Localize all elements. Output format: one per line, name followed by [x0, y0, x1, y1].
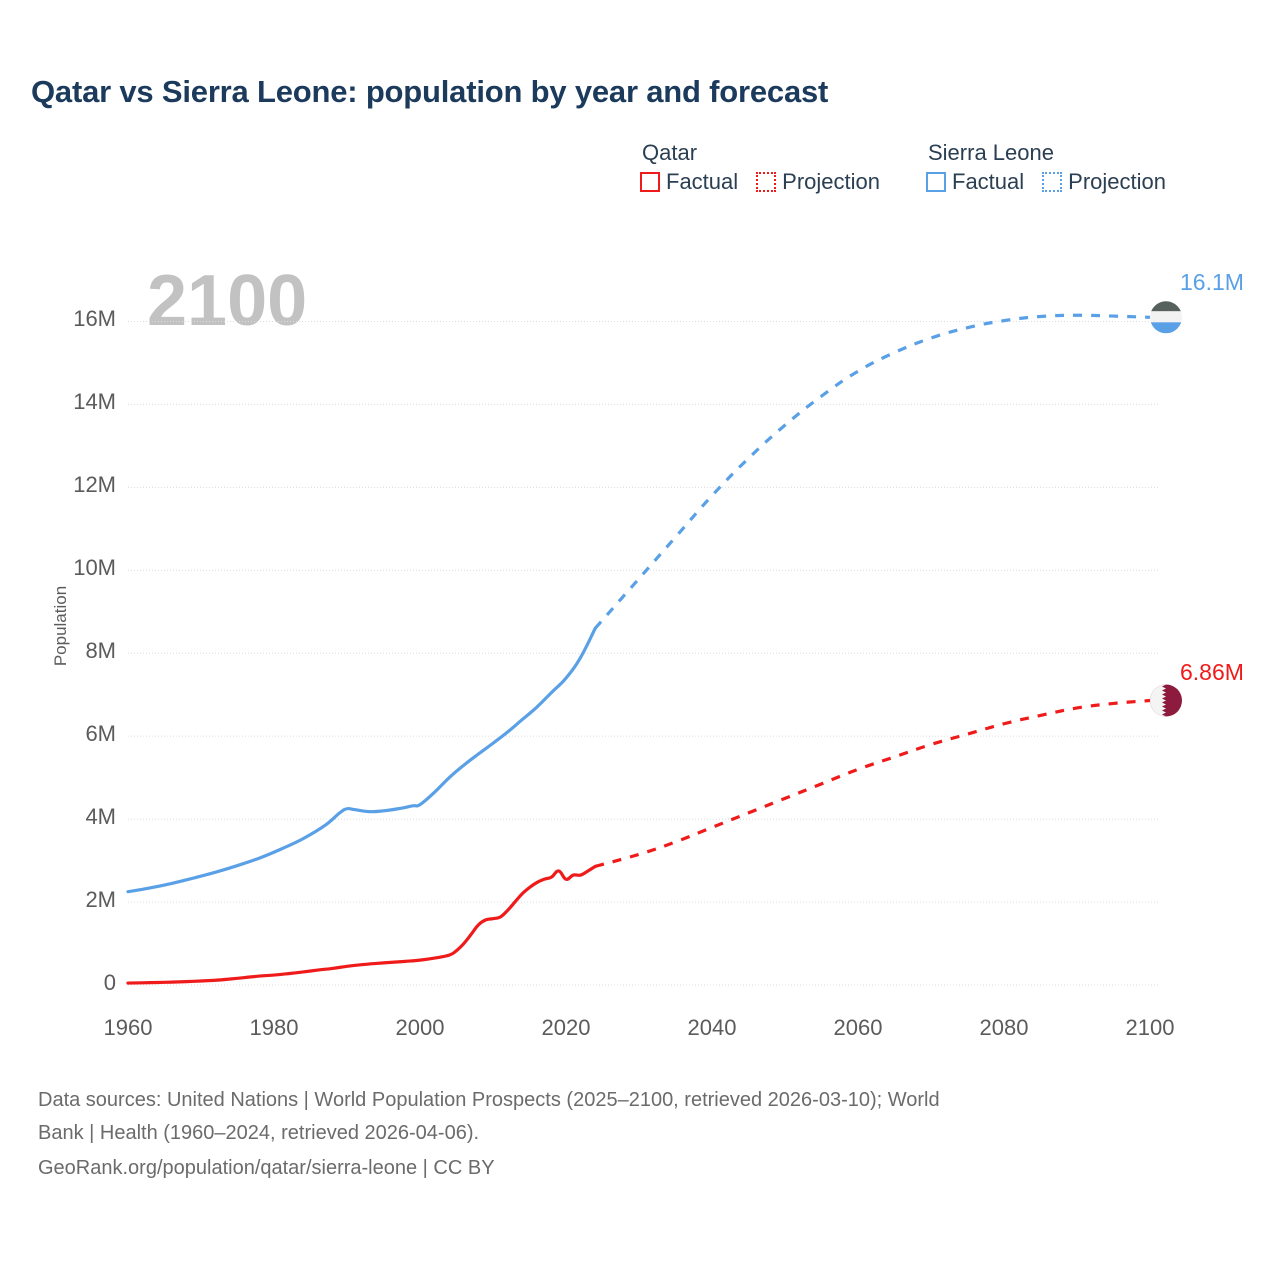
x-axis-tick-label: 2000 [395, 1015, 445, 1040]
footer-line-1: Data sources: United Nations | World Pop… [38, 1089, 940, 1111]
legend-label-qatar-projection: Projection [782, 169, 880, 194]
legend-item-sierra-leone-projection[interactable]: Projection [1042, 171, 1166, 193]
y-axis-tick-label: 6M [85, 721, 116, 747]
legend-swatch-solid-blue-icon [926, 172, 946, 192]
year-watermark: 2100 [147, 261, 308, 341]
legend-swatch-dotted-red-icon [756, 172, 777, 192]
series-line-projection-sierra-leone [593, 313, 1151, 630]
x-axis-tick-label: 2020 [541, 1015, 591, 1040]
y-axis-tick-label: 8M [85, 638, 116, 664]
x-axis-tick-label: 2060 [833, 1015, 883, 1040]
x-axis-tick-label: 1960 [103, 1015, 153, 1040]
legend-items-sierra-leone: Factual Projection [926, 171, 1166, 193]
legend-swatch-solid-red-icon [640, 172, 660, 192]
legend-group-title-sierra-leone: Sierra Leone [928, 140, 1054, 165]
y-axis-tick-label: 2M [85, 887, 116, 913]
chart-legend: Qatar Factual Projection Sierra Leone Fa… [640, 142, 1166, 193]
y-axis-tick-label: 12M [73, 472, 116, 498]
legend-items-qatar: Factual Projection [640, 171, 880, 193]
legend-item-sierra-leone-factual[interactable]: Factual [926, 171, 1024, 193]
page-title: Qatar vs Sierra Leone: population by yea… [31, 74, 829, 109]
endpoint-value-label: 16.1M [1180, 269, 1244, 295]
footer-line-2: Bank | Health (1960–2024, retrieved 2026… [38, 1122, 480, 1144]
x-axis-tick-label: 2040 [687, 1015, 737, 1040]
y-axis-tick-label: 14M [73, 389, 116, 415]
legend-group-qatar: Qatar Factual Projection [640, 142, 880, 193]
footer-line-3[interactable]: GeoRank.org/population/qatar/sierra-leon… [38, 1157, 495, 1179]
x-axis-tick-label: 2100 [1125, 1015, 1175, 1040]
series-end-markers [1150, 301, 1182, 717]
series-line-projection-qatar [594, 698, 1151, 868]
series-line-factual-sierra-leone [126, 626, 597, 894]
x-axis-tick-label: 2080 [979, 1015, 1029, 1040]
legend-group-title-qatar: Qatar [642, 140, 698, 165]
gridlines [128, 320, 1160, 986]
y-axis-tick-label: 16M [73, 306, 116, 332]
legend-item-qatar-projection[interactable]: Projection [756, 171, 880, 193]
y-axis-tick-label: 0 [103, 970, 116, 995]
legend-swatch-dotted-blue-icon [1042, 172, 1063, 192]
x-axis-tick-label: 1980 [249, 1015, 299, 1040]
legend-label-qatar-factual: Factual [666, 169, 739, 194]
series-lines [126, 313, 1151, 985]
y-axis-tick-label: 10M [73, 555, 116, 581]
footer-credits: Data sources: United Nations | World Pop… [38, 1084, 1248, 1186]
legend-label-sierra-leone-projection: Projection [1068, 169, 1166, 194]
legend-group-sierra-leone: Sierra Leone Factual Projection [926, 142, 1166, 193]
legend-item-qatar-factual[interactable]: Factual [640, 171, 738, 193]
endpoint-value-label: 6.86M [1180, 659, 1244, 685]
y-axis-tick-label: 4M [85, 804, 116, 830]
end-marker-sierra-leone [1150, 301, 1182, 334]
legend-label-sierra-leone-factual: Factual [952, 169, 1025, 194]
series-line-factual-qatar [126, 864, 597, 985]
end-marker-qatar [1150, 684, 1182, 717]
